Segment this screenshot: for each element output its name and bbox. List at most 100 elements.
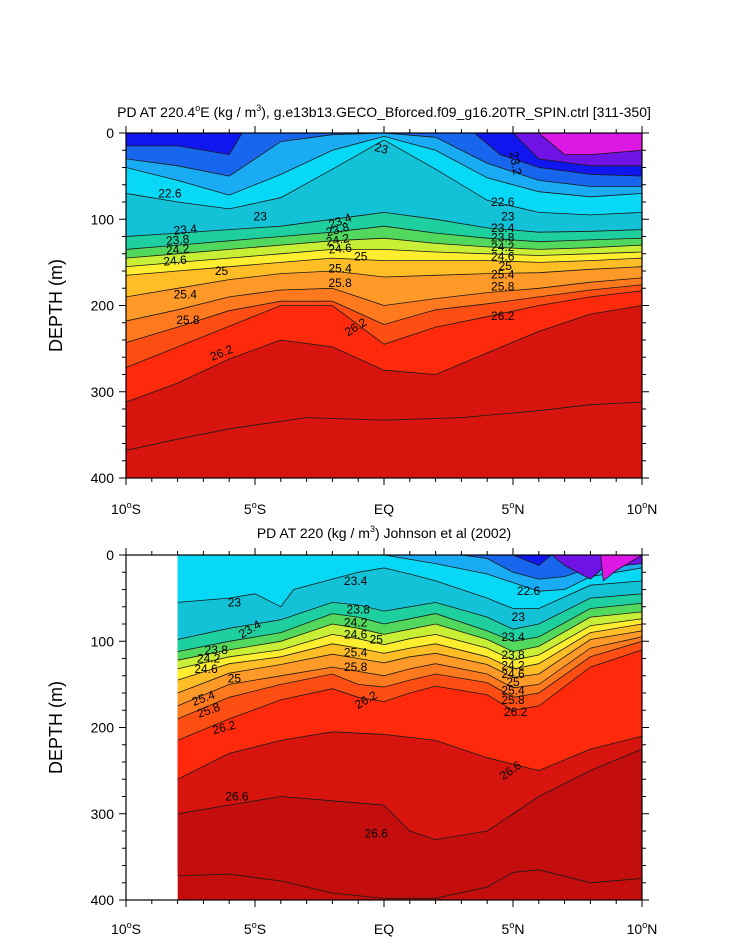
x-tick-label: 5oN xyxy=(502,500,525,517)
contour-label-text: 24.2 xyxy=(325,231,351,249)
isopycnal-line-25-4 xyxy=(177,630,642,694)
contour-label-text: 25.8 xyxy=(176,313,200,327)
contour-label: 23 xyxy=(254,210,268,224)
isopycnal-band-21-8 xyxy=(177,555,642,566)
isopycnal-line-23-8 xyxy=(177,602,642,652)
contour-label-text: 23 xyxy=(501,210,515,224)
isopycnal-line-21-4 xyxy=(126,133,642,167)
contour-label: 23.8 xyxy=(491,230,515,244)
contour-label-text: 25.8 xyxy=(491,280,515,294)
isopycnal-line-26-2 xyxy=(177,649,642,741)
contour-label: 25 xyxy=(499,259,513,273)
contour-label: 26.6 xyxy=(225,790,249,804)
contour-label: 23.8 xyxy=(205,643,229,657)
contour-label: 25.8 xyxy=(344,660,368,674)
contour-label-text: 24.2 xyxy=(491,240,515,254)
y-tick-label: 300 xyxy=(91,806,115,822)
x-tick-label: 10oS xyxy=(111,920,141,937)
y-tick-label: 200 xyxy=(91,720,115,736)
x-tick-label: EQ xyxy=(374,501,394,517)
x-tick-label: 5oN xyxy=(502,920,525,937)
contour-label-text: 24.2 xyxy=(197,652,221,666)
contour-label: 23.2 xyxy=(507,150,525,176)
isopycnal-line-26-8 xyxy=(177,869,642,899)
contour-label-text: 23.8 xyxy=(165,232,190,248)
isopycnal-band-21-8 xyxy=(126,133,642,177)
contour-label-text: 23.8 xyxy=(491,230,515,244)
contour-label-text: 23.8 xyxy=(501,648,525,662)
y-tick-label: 200 xyxy=(91,298,115,314)
isopycnal-line-23-4 xyxy=(126,211,642,237)
contour-label-text: 24.6 xyxy=(328,241,353,257)
isopycnal-line-24-6 xyxy=(126,249,642,268)
contour-label-text: 25 xyxy=(499,259,513,273)
isopycnal-line-25-8 xyxy=(177,636,642,707)
contour-label-text: 26.2 xyxy=(211,718,237,738)
isopycnal-line-24-6 xyxy=(177,618,642,670)
contour-label-text: 23 xyxy=(254,210,268,224)
contour-label: 25.8 xyxy=(328,276,352,290)
isopycnal-line-25-8 xyxy=(126,277,642,322)
contour-label-text: 24.6 xyxy=(501,667,525,681)
isopycnal-line-21 xyxy=(177,555,642,582)
contour-label: 24.2 xyxy=(344,615,368,629)
isopycnal-line-21-8 xyxy=(126,133,642,177)
contour-label: 23 xyxy=(373,140,390,157)
contour-label-text: 26.6 xyxy=(365,827,389,841)
contour-label-text: 23.4 xyxy=(344,574,368,588)
contour-label-text: 26.6 xyxy=(225,790,249,804)
contour-label: 26.2 xyxy=(504,705,528,719)
contour-label: 24.2 xyxy=(501,658,525,672)
contour-label: 25.4 xyxy=(501,683,525,697)
contour-label: 24.2 xyxy=(325,231,351,249)
contour-label: 24.2 xyxy=(197,652,221,666)
contour-label-text: 23.4 xyxy=(173,222,198,238)
contour-label: 24.6 xyxy=(163,253,188,269)
y-tick-label: 300 xyxy=(91,384,115,400)
contour-label-text: 25.8 xyxy=(344,660,368,674)
contour-label-text: 23.8 xyxy=(347,602,371,616)
isopycnal-line-26 xyxy=(177,640,642,720)
contour-label-text: 24.2 xyxy=(165,241,190,257)
contour-label: 25.8 xyxy=(176,313,200,327)
contour-label-text: 23.2 xyxy=(507,150,525,176)
contour-label-text: 23 xyxy=(512,610,526,624)
contour-label-text: 25.4 xyxy=(344,646,368,660)
contour-label-text: 23.8 xyxy=(205,643,229,657)
contour-label: 23.4 xyxy=(491,221,515,235)
contour-label: 22.6 xyxy=(158,186,182,200)
contour-label: 25 xyxy=(354,249,368,263)
x-tick-label: 5oS xyxy=(244,500,266,517)
contour-label-text: 22.6 xyxy=(491,195,515,209)
isopycnal-band-21 xyxy=(126,133,642,155)
contour-label: 25.4 xyxy=(491,267,515,281)
y-tick-label: 0 xyxy=(106,125,114,141)
y-axis-label: DEPTH (m) xyxy=(46,681,66,774)
contour-label-text: 25 xyxy=(354,249,368,263)
contour-label: 23 xyxy=(228,595,242,609)
contour-label: 23.8 xyxy=(501,648,525,662)
isopycnal-band-21-4 xyxy=(177,555,642,580)
contour-label-text: 24.6 xyxy=(344,627,368,641)
contour-label: 24.6 xyxy=(501,667,525,681)
isopycnal-band-22-2 xyxy=(177,555,642,580)
contour-label: 25 xyxy=(506,675,520,689)
x-tick-label: 10oS xyxy=(111,500,141,517)
panel-title: PD AT 220 (kg / m3) Johnson et al (2002) xyxy=(257,524,511,541)
x-tick-label: 5oS xyxy=(244,920,266,937)
x-tick-label: EQ xyxy=(374,921,394,937)
contour-label: 26.6 xyxy=(365,827,389,841)
contour-label-text: 25 xyxy=(370,633,384,647)
contour-label-text: 25.8 xyxy=(328,276,352,290)
contour-label-text: 24.2 xyxy=(501,658,525,672)
contour-label: 23.8 xyxy=(347,602,371,616)
isopycnal-line-25-4 xyxy=(126,266,642,298)
contour-label-text: 26.2 xyxy=(504,705,528,719)
isopycnal-line-23 xyxy=(177,567,642,609)
contour-label: 23.8 xyxy=(325,220,351,240)
contour-label: 25 xyxy=(228,671,242,685)
